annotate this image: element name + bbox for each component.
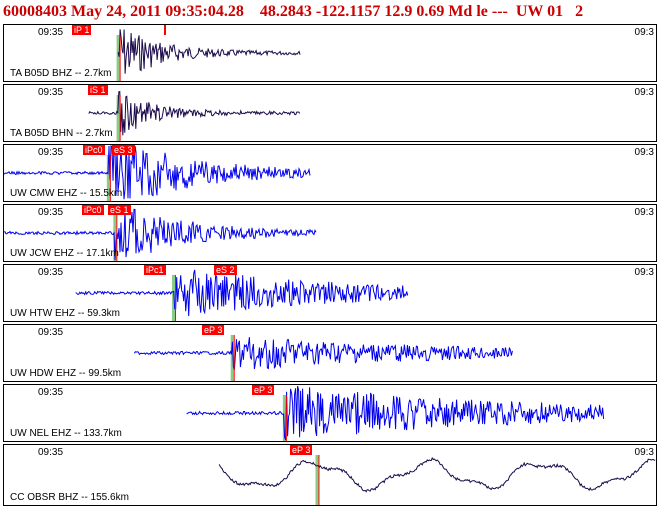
- event-magnitude: 0.69: [416, 3, 445, 20]
- time-left: 09:35: [38, 147, 64, 158]
- phase-pick[interactable]: iPc0: [83, 145, 105, 155]
- channel-label: CC OBSR BHZ -- 155.6km: [10, 492, 129, 503]
- trace-panel[interactable]: 09:35 09:3 iP 1 TA B05D BHZ -- 2.7km: [3, 24, 657, 82]
- waveform: [4, 145, 311, 200]
- event-lat: 48.2843: [259, 3, 312, 20]
- trace-panel[interactable]: 09:35 09:3 eP 3 CC OBSR BHZ -- 155.6km: [3, 444, 657, 506]
- waveform: [186, 385, 605, 441]
- waveform: [117, 29, 301, 74]
- event-network: UW: [515, 3, 544, 20]
- channel-label: TA B05D BHZ -- 2.7km: [10, 68, 112, 79]
- time-right: 09:3: [634, 27, 654, 38]
- event-lon: -122.1157: [315, 3, 381, 20]
- channel-label: UW NEL EHZ -- 133.7km: [10, 428, 122, 439]
- seismogram: [186, 385, 605, 441]
- trace-panel[interactable]: 09:35 09:3 iPc1 eS 2 UW HTW EHZ -- 59.3k…: [3, 264, 657, 322]
- trace-panel[interactable]: 09:35 09:3 iS 1 TA B05D BHN -- 2.7km: [3, 84, 657, 142]
- phase-pick[interactable]: eP 3: [202, 325, 225, 335]
- event-version: 01: [547, 3, 564, 20]
- seismogram: [116, 29, 301, 81]
- channel-label: UW JCW EHZ -- 17.1km: [10, 248, 119, 259]
- seismogram: [88, 90, 301, 141]
- time-left: 09:35: [38, 207, 64, 218]
- phase-pick[interactable]: [164, 25, 166, 35]
- trace-panel[interactable]: 09:35 09:3 iPc0 eS 3 UW CMW EHZ -- 15.5k…: [3, 144, 657, 202]
- phase-pick[interactable]: eS 1: [108, 205, 131, 215]
- trace-panel[interactable]: 09:35 eP 3 UW NEL EHZ -- 133.7km: [3, 384, 657, 442]
- time-right: 09:3: [634, 267, 654, 278]
- phase-pick[interactable]: eS 3: [112, 145, 135, 155]
- phase-pick[interactable]: eP 3: [290, 445, 313, 455]
- event-time: 09:35:04.28: [165, 3, 244, 20]
- waveform: [133, 337, 513, 371]
- trace-panel[interactable]: 09:35 eP 3 UW HDW EHZ -- 99.5km: [3, 324, 657, 382]
- seismogram: [4, 208, 317, 261]
- trace-panels: 09:35 09:3 iP 1 TA B05D BHZ -- 2.7km 09:…: [0, 24, 659, 506]
- event-date: May 24, 2011: [71, 3, 162, 20]
- channel-label: UW HDW EHZ -- 99.5km: [10, 368, 122, 379]
- event-depth: 12.9: [384, 3, 413, 20]
- waveform: [88, 90, 301, 136]
- event-id: 60008403: [3, 3, 67, 20]
- event-dashes: ---: [491, 3, 508, 20]
- channel-label: TA B05D BHN -- 2.7km: [10, 128, 113, 139]
- seismogram: [4, 145, 311, 201]
- time-left: 09:35: [38, 267, 64, 278]
- time-right: 09:3: [634, 147, 654, 158]
- event-header: 60008403 May 24, 2011 09:35:04.28 48.284…: [0, 0, 659, 24]
- time-right: 09:3: [634, 447, 654, 458]
- waveform: [4, 208, 317, 261]
- waveform: [218, 456, 656, 493]
- phase-pick[interactable]: iS 1: [88, 85, 108, 95]
- time-right: 09:3: [634, 207, 654, 218]
- time-right: 09:3: [634, 87, 654, 98]
- event-trailing: 2: [575, 3, 584, 20]
- time-left: 09:35: [38, 447, 64, 458]
- phase-pick[interactable]: iPc0: [82, 205, 104, 215]
- trace-panel[interactable]: 09:35 09:3 iPc0 eS 1 UW JCW EHZ -- 17.1k…: [3, 204, 657, 262]
- seismogram: [75, 269, 409, 321]
- phase-pick[interactable]: iPc1: [144, 265, 166, 275]
- phase-pick[interactable]: iP 1: [72, 25, 92, 35]
- seismogram: [218, 455, 656, 505]
- time-left: 09:35: [38, 327, 64, 338]
- time-left: 09:35: [38, 87, 64, 98]
- time-left: 09:35: [38, 387, 64, 398]
- channel-label: UW CMW EHZ -- 15.5km: [10, 188, 123, 199]
- channel-label: UW HTW EHZ -- 59.3km: [10, 308, 120, 319]
- event-mag-type: Md: [448, 3, 473, 20]
- seismogram: [133, 335, 513, 381]
- time-left: 09:35: [38, 27, 64, 38]
- phase-pick[interactable]: eS 2: [214, 265, 237, 275]
- phase-pick[interactable]: eP 3: [252, 385, 275, 395]
- waveform: [75, 269, 409, 317]
- event-location: le: [476, 3, 488, 20]
